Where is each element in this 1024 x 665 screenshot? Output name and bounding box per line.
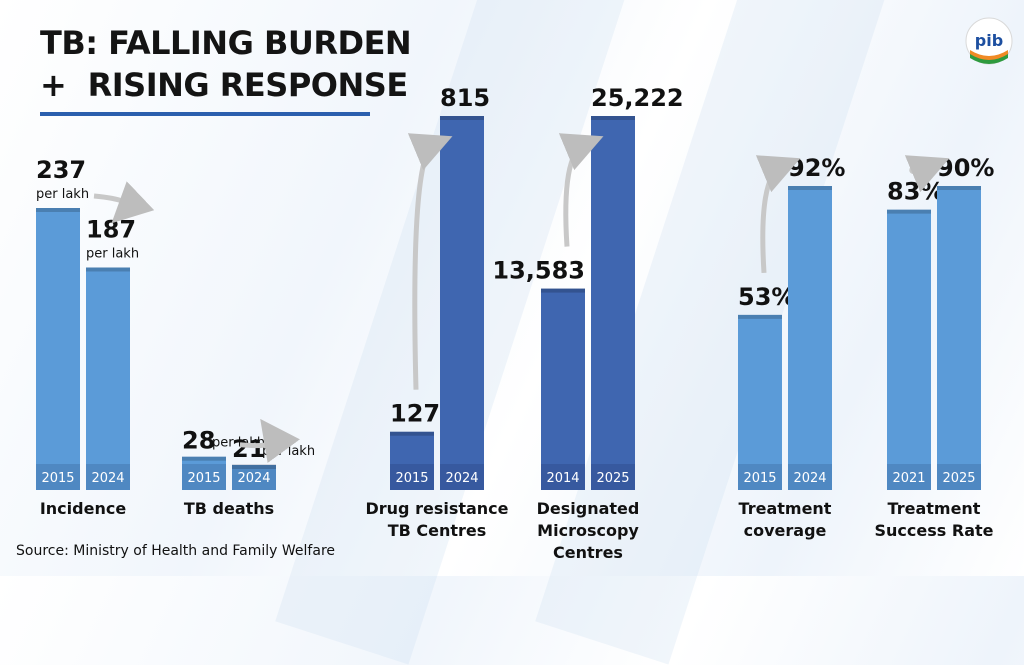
bar-year-strip bbox=[937, 464, 981, 490]
logo-text: pib bbox=[975, 31, 1003, 50]
bar bbox=[541, 288, 585, 490]
bar-group: 2014 13,583 bbox=[492, 257, 585, 490]
bar bbox=[390, 431, 434, 490]
bar-top-edge bbox=[591, 116, 635, 120]
bar-year-label: 2021 bbox=[892, 471, 925, 486]
category-label: Drug resistance bbox=[365, 499, 508, 518]
bar-value-label: 187 bbox=[86, 215, 136, 243]
bar-top-edge bbox=[937, 186, 981, 190]
bar-group: 2015 237 per lakh bbox=[36, 156, 89, 490]
bar-unit-label: per lakh bbox=[86, 246, 139, 261]
bar bbox=[937, 186, 981, 490]
bar-top-edge bbox=[541, 288, 585, 293]
bar-year-strip bbox=[541, 464, 585, 490]
category-label: Success Rate bbox=[875, 521, 994, 540]
bar-value-label: 90% bbox=[937, 154, 994, 182]
bar-top-edge bbox=[36, 208, 80, 212]
bar-top-edge bbox=[738, 314, 782, 319]
bar-top-edge bbox=[390, 431, 434, 436]
bar bbox=[232, 465, 276, 490]
bar-value-label: 83% bbox=[887, 178, 944, 206]
category-label: Microscopy bbox=[537, 521, 639, 540]
bar-year-label: 2015 bbox=[743, 471, 776, 486]
bar-year-strip bbox=[86, 464, 130, 490]
category-label: Treatment bbox=[739, 499, 832, 518]
bar-year-label: 2024 bbox=[91, 471, 124, 486]
bar-group: 2024 187 per lakh bbox=[86, 215, 139, 490]
bar-year-strip bbox=[591, 464, 635, 490]
category-label: TB Centres bbox=[388, 521, 487, 540]
bar-year-label: 2025 bbox=[596, 471, 629, 486]
trend-arrow bbox=[93, 181, 155, 224]
bar-value-label: 92% bbox=[788, 154, 845, 182]
bar-group: 2024 92% bbox=[788, 154, 845, 490]
trend-arrow bbox=[558, 133, 604, 247]
bar-value-label: 28 bbox=[182, 427, 215, 455]
bar bbox=[738, 314, 782, 490]
trend-arrow bbox=[904, 155, 950, 193]
title-underline bbox=[40, 112, 370, 116]
bar-group: 2024 815 bbox=[440, 84, 490, 490]
category-label: Centres bbox=[553, 543, 623, 562]
bar-value-label: 13,583 bbox=[492, 257, 585, 285]
bar-top-edge bbox=[232, 465, 276, 470]
category-label: Designated bbox=[537, 499, 640, 518]
bar-year-strip bbox=[182, 464, 226, 490]
bar-year-label: 2025 bbox=[942, 471, 975, 486]
trend-arrow bbox=[755, 155, 801, 274]
bar-top-edge bbox=[440, 116, 484, 120]
bar-year-strip bbox=[232, 464, 276, 490]
category-label: Incidence bbox=[40, 499, 126, 518]
bar-top-edge bbox=[182, 456, 226, 461]
bar-group: 2015 127 bbox=[390, 400, 440, 490]
bar-value-label: 53% bbox=[738, 283, 795, 311]
bar bbox=[182, 456, 226, 490]
page-title: TB: FALLING BURDEN + RISING RESPONSE bbox=[40, 22, 412, 106]
bar bbox=[440, 116, 484, 490]
bar-year-label: 2015 bbox=[41, 471, 74, 486]
bar-group: 2021 83% bbox=[887, 178, 944, 490]
title-line-2: + RISING RESPONSE bbox=[40, 66, 408, 104]
bar-year-strip bbox=[36, 464, 80, 490]
bar bbox=[36, 208, 80, 490]
source-note: Source: Ministry of Health and Family We… bbox=[16, 543, 336, 559]
bar-year-strip bbox=[440, 464, 484, 490]
bar-year-label: 2015 bbox=[395, 471, 428, 486]
bar-value-label: 21 bbox=[232, 435, 265, 463]
category-label: TB deaths bbox=[184, 499, 274, 518]
category-label: coverage bbox=[744, 521, 827, 540]
bar bbox=[86, 267, 130, 490]
bar-group: 2015 53% bbox=[738, 283, 795, 490]
bar-year-strip bbox=[788, 464, 832, 490]
bar-group: 2025 90% bbox=[937, 154, 994, 490]
bar-year-label: 2024 bbox=[793, 471, 826, 486]
bar-year-label: 2024 bbox=[445, 471, 478, 486]
bar-year-strip bbox=[887, 464, 931, 490]
bar-value-label: 127 bbox=[390, 400, 440, 428]
bar-top-edge bbox=[86, 267, 130, 272]
bar-year-label: 2014 bbox=[546, 471, 579, 486]
bar bbox=[887, 209, 931, 490]
bar-year-strip bbox=[390, 464, 434, 490]
bar-year-label: 2015 bbox=[187, 471, 220, 486]
bar-top-edge bbox=[887, 209, 931, 214]
title-line-1: TB: FALLING BURDEN bbox=[40, 24, 412, 62]
bar bbox=[591, 116, 635, 490]
bar-year-label: 2024 bbox=[237, 471, 270, 486]
trend-arrow bbox=[407, 133, 453, 390]
category-label: Treatment bbox=[888, 499, 981, 518]
bar-top-edge bbox=[788, 186, 832, 190]
bar bbox=[788, 186, 832, 490]
bar-value-label: 815 bbox=[440, 84, 490, 112]
bar-chart-panel: 2015 237 per lakh 2024 187 per lakh Incidence 2… bbox=[36, 84, 994, 562]
bar-year-strip bbox=[738, 464, 782, 490]
bar-group: 2025 25,222 bbox=[591, 84, 684, 490]
bar-value-label: 237 bbox=[36, 156, 86, 184]
pib-logo: pib bbox=[965, 17, 1013, 65]
bar-unit-label: per lakh bbox=[36, 187, 89, 202]
trend-arrow bbox=[239, 418, 300, 463]
bar-value-label: 25,222 bbox=[591, 84, 684, 112]
